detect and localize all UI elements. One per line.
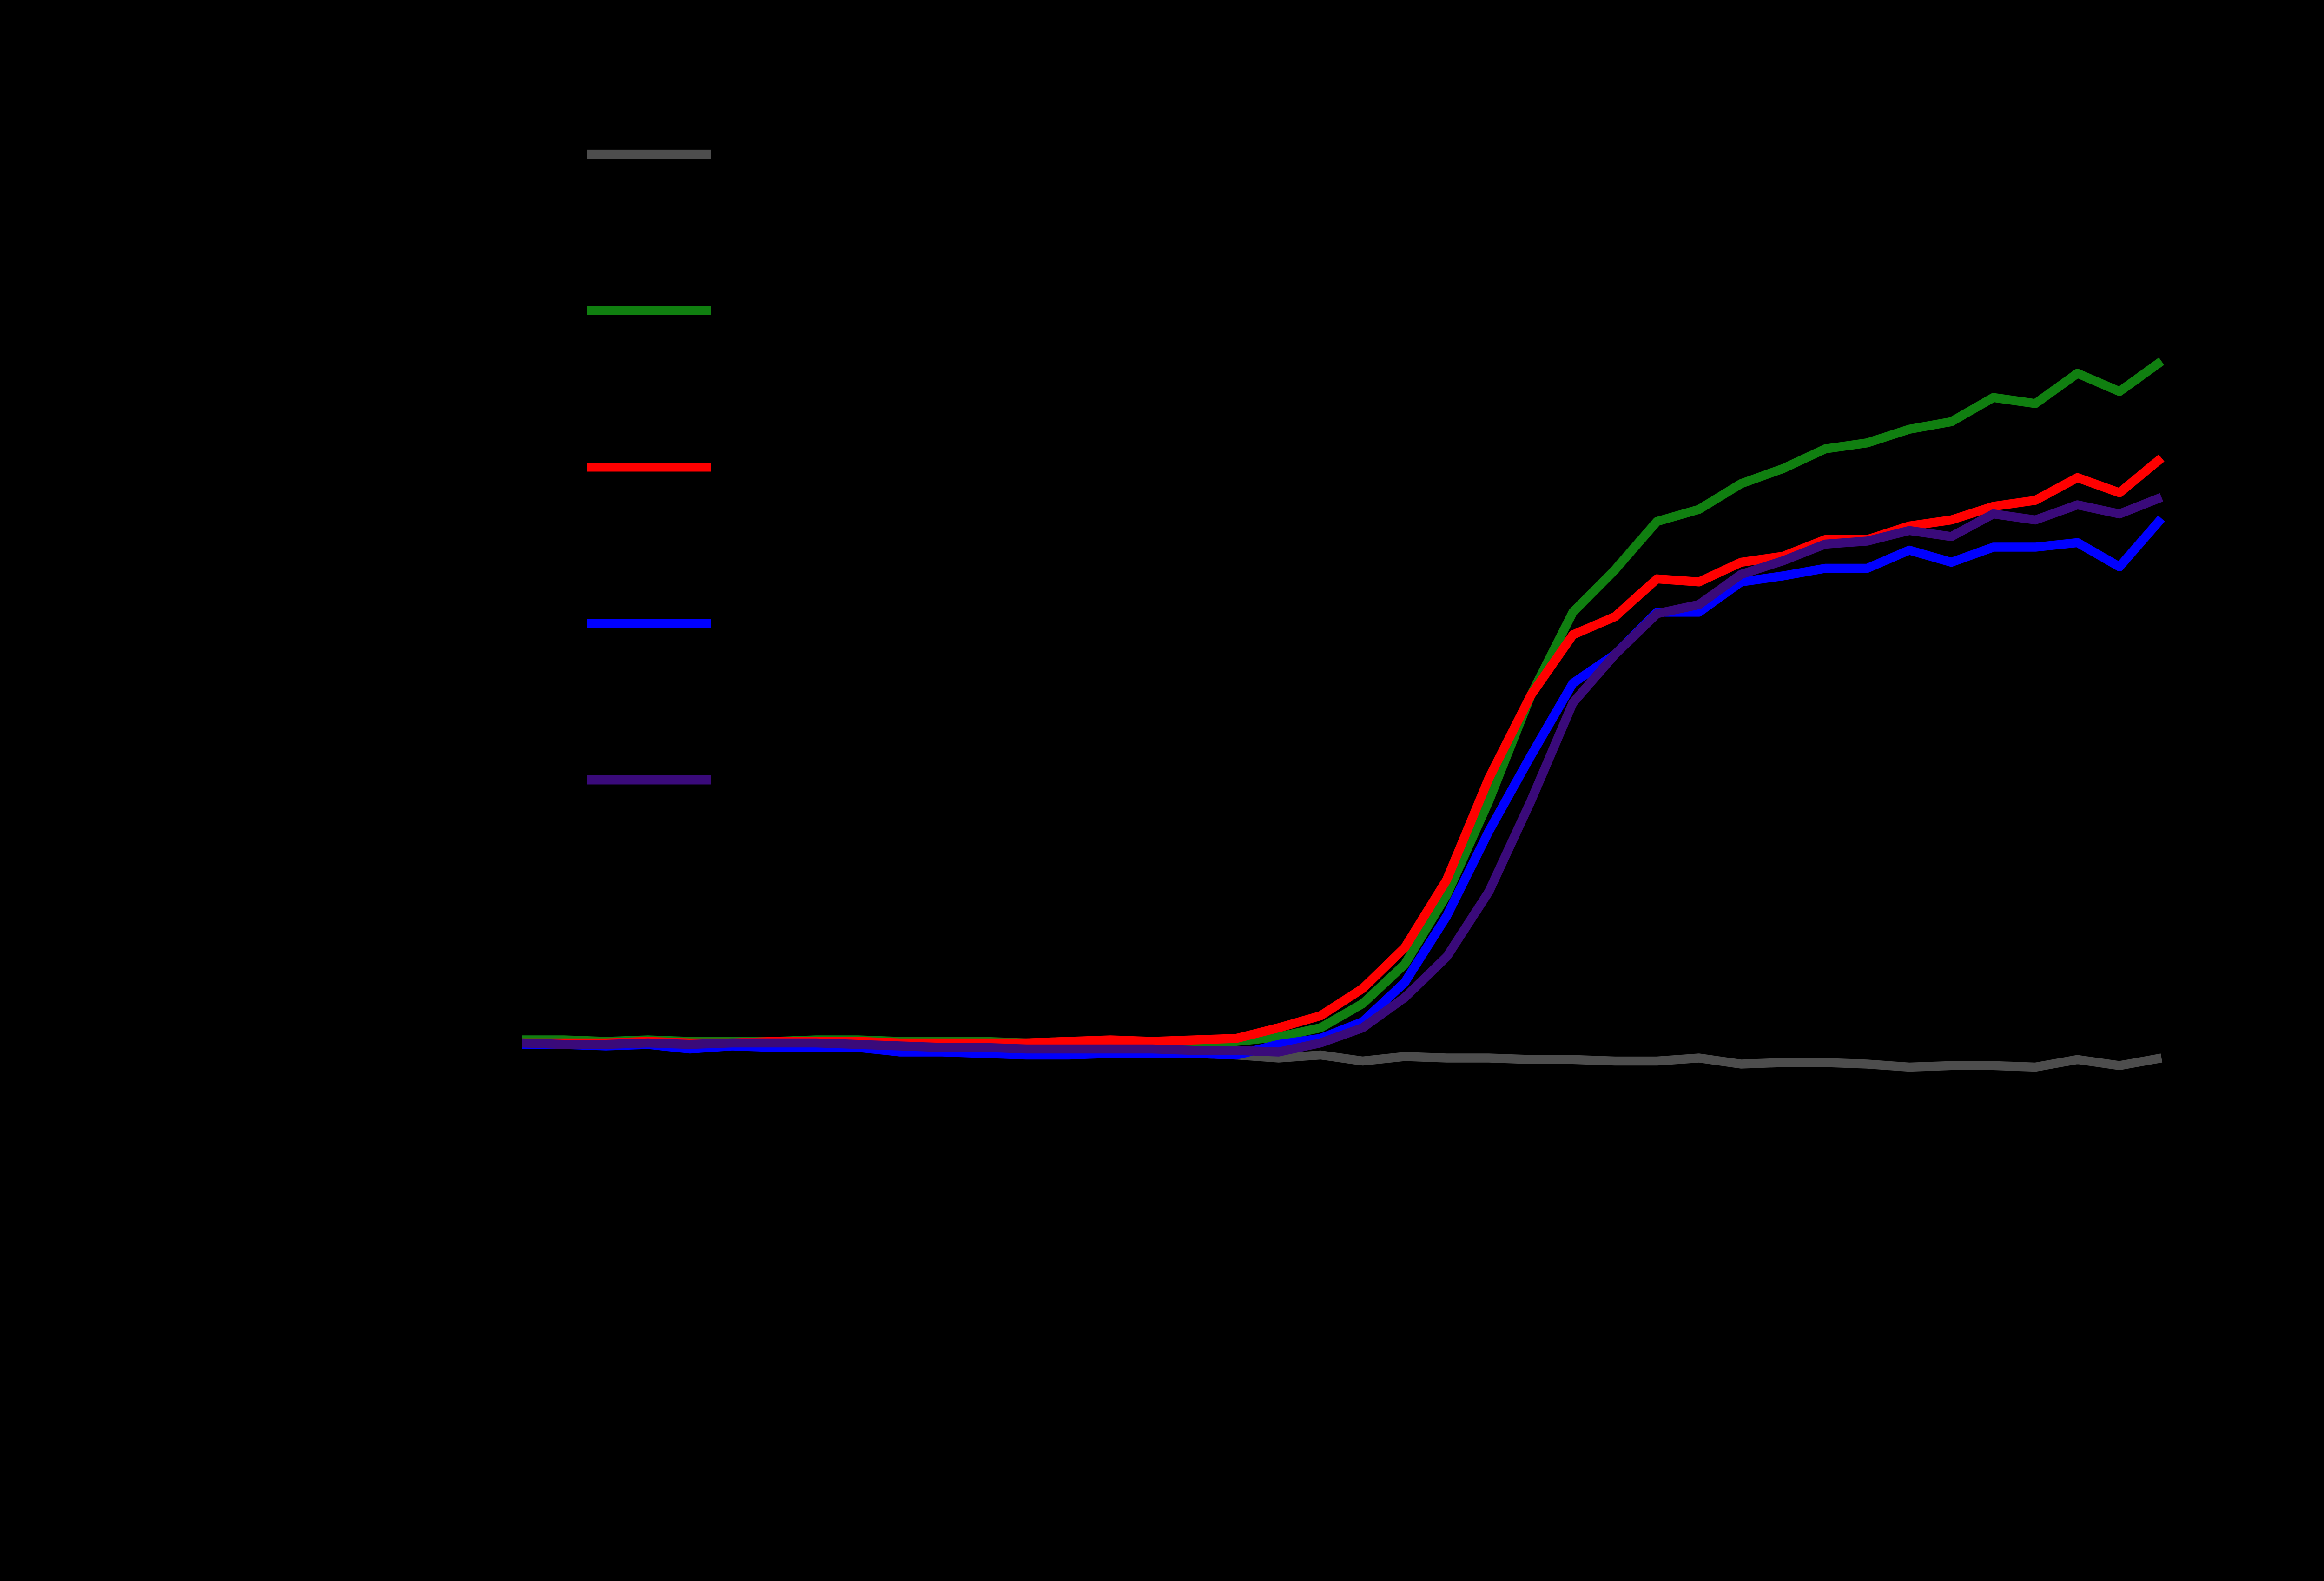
series-line xyxy=(522,515,2165,1060)
series-line xyxy=(522,493,2164,1057)
